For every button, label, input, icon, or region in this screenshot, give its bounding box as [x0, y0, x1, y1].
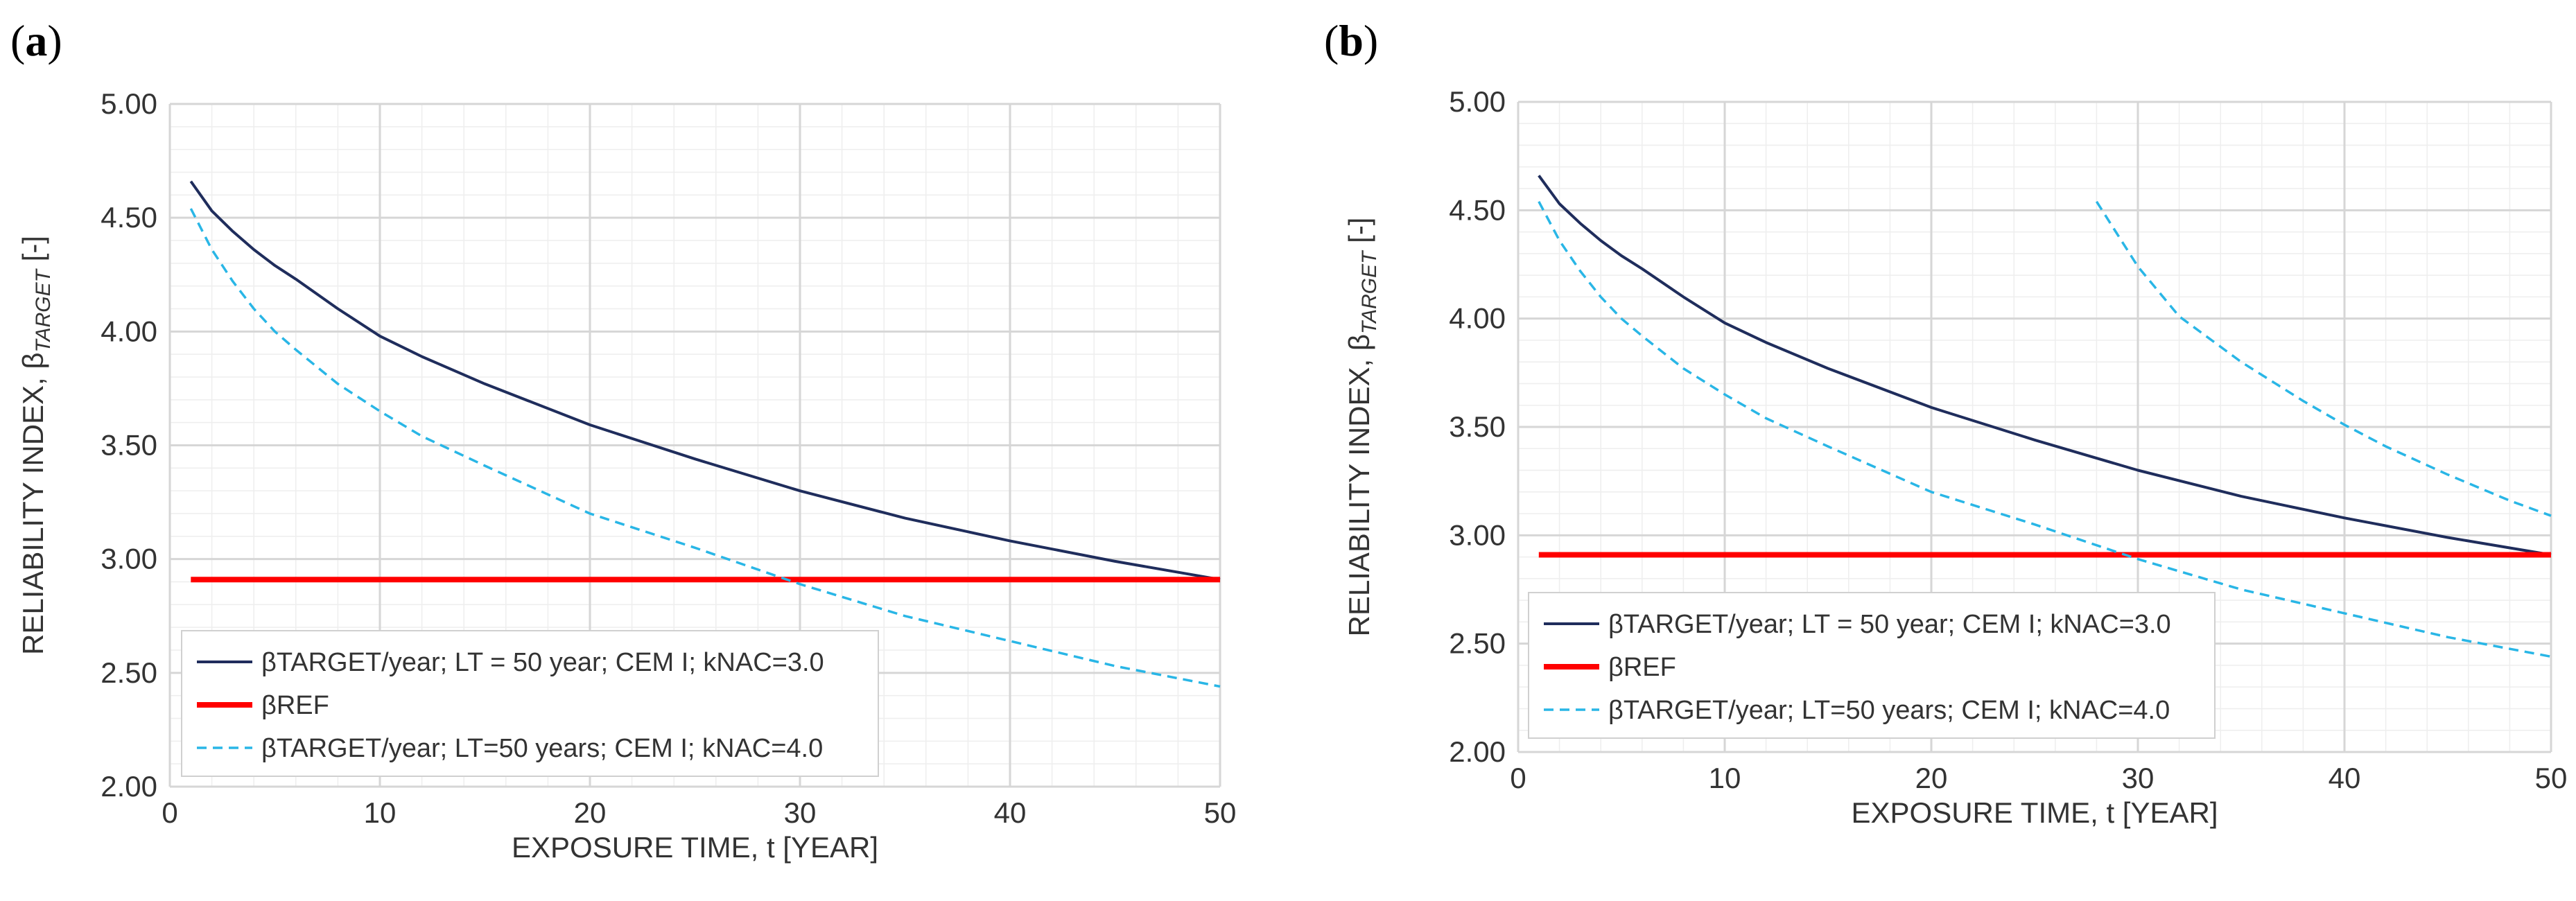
series-line-1 — [1538, 175, 2552, 557]
y-tick-label: 3.50 — [101, 429, 157, 462]
y-tick-label: 2.00 — [101, 770, 157, 803]
panel-label: (a) — [10, 16, 62, 65]
x-tick-label: 40 — [2329, 762, 2361, 794]
legend: βTARGET/year; LT = 50 year; CEM I; kNAC=… — [181, 630, 879, 777]
y-tick-label: 3.50 — [1449, 410, 1506, 443]
x-tick-label: 50 — [1204, 796, 1237, 829]
series-line-4 — [2095, 200, 2552, 517]
x-tick-label: 0 — [1510, 762, 1526, 794]
y-tick-label: 3.00 — [101, 543, 157, 575]
legend-entry-label: βTARGET/year; LT=50 years; CEM I; kNAC=4… — [1608, 696, 2170, 725]
x-tick-label: 50 — [2535, 762, 2568, 794]
x-axis-title: EXPOSURE TIME, t [YEAR] — [512, 831, 878, 864]
panel-label: (b) — [1324, 16, 1378, 65]
series-line-3 — [189, 208, 1221, 688]
legend-entry-label: βTARGET/year; LT=50 years; CEM I; kNAC=4… — [261, 734, 823, 763]
legend-entry-label: βTARGET/year; LT = 50 year; CEM I; kNAC=… — [261, 648, 824, 677]
legend-box — [1528, 592, 2216, 739]
major-grid — [168, 103, 1221, 788]
legend-box — [181, 630, 879, 777]
series-line-1 — [189, 180, 1221, 581]
y-tick-label: 3.00 — [1449, 518, 1506, 551]
series-group — [1538, 175, 2552, 658]
x-tick-label: 30 — [2122, 762, 2155, 794]
chart-panel-b: (b) 0 10 20 30 40 50 2.00 2.50 3.00 3.50 4.00 4.50 5.… — [1324, 16, 2567, 829]
y-tick-label: 4.50 — [101, 201, 157, 234]
y-tick-label: 2.50 — [1449, 627, 1506, 660]
x-tick-label: 30 — [784, 796, 817, 829]
legend-entry-label: βREF — [1608, 653, 1676, 682]
x-tick-label: 40 — [994, 796, 1027, 829]
y-tick-label: 5.00 — [101, 87, 157, 120]
x-tick-label: 10 — [364, 796, 397, 829]
y-tick-label: 2.00 — [1449, 735, 1506, 768]
series-group — [189, 180, 1221, 688]
x-tick-label: 10 — [1709, 762, 1741, 794]
x-axis-title: EXPOSURE TIME, t [YEAR] — [1851, 796, 2218, 829]
x-tick-label: 20 — [1915, 762, 1948, 794]
y-tick-label: 5.00 — [1449, 85, 1506, 118]
chart-panel-a: (a) 0 10 20 30 40 50 2.00 2.50 3.00 3.50 4.00 4.50 5.… — [10, 16, 1236, 864]
legend-entry-label: βTARGET/year; LT = 50 year; CEM I; kNAC=… — [1608, 610, 2171, 639]
series-line-3 — [1538, 200, 2552, 658]
x-tick-label: 20 — [574, 796, 607, 829]
x-tick-label: 0 — [162, 796, 177, 829]
y-axis-title: RELIABILITY INDEX, βTARGET [-] — [1343, 218, 1381, 637]
y-tick-label: 4.50 — [1449, 193, 1506, 226]
y-tick-label: 4.00 — [101, 315, 157, 347]
y-axis-title: RELIABILITY INDEX, βTARGET [-] — [17, 236, 55, 655]
legend-entry-label: βREF — [261, 691, 329, 720]
legend: βTARGET/year; LT = 50 year; CEM I; kNAC=… — [1528, 592, 2216, 739]
y-tick-label: 2.50 — [101, 656, 157, 689]
y-tick-label: 4.00 — [1449, 302, 1506, 335]
